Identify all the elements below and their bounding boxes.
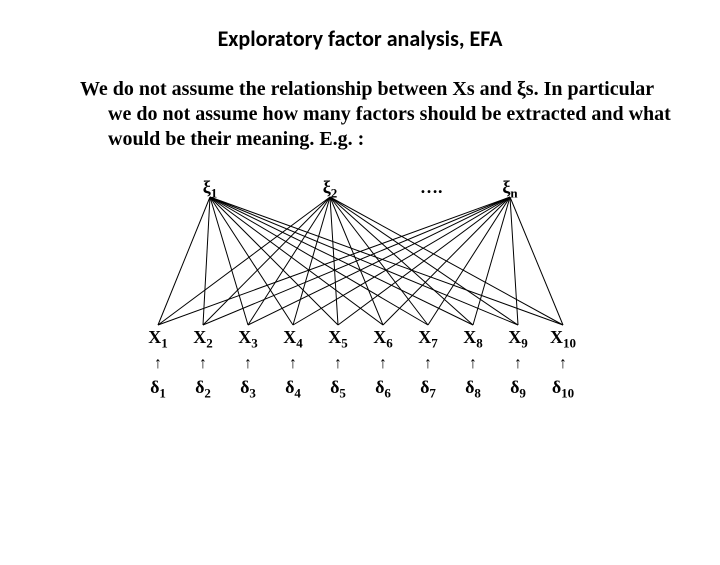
delta-arrow-7: ↑	[424, 355, 432, 373]
delta-arrow-9: ↑	[514, 355, 522, 373]
x-label-9: X9	[508, 327, 528, 352]
delta-arrow-8: ↑	[469, 355, 477, 373]
delta-arrow-3: ↑	[244, 355, 252, 373]
body-paragraph: We do not assume the relationship betwee…	[40, 77, 680, 152]
x-label-5: X5	[328, 327, 348, 352]
delta-label-1: δ1	[150, 377, 166, 402]
delta-arrow-4: ↑	[289, 355, 297, 373]
x-label-6: X6	[373, 327, 393, 352]
x-label-8: X8	[463, 327, 483, 352]
delta-label-9: δ9	[510, 377, 526, 402]
x-label-7: X7	[418, 327, 438, 352]
delta-arrow-5: ↑	[334, 355, 342, 373]
delta-arrow-10: ↑	[559, 355, 567, 373]
delta-label-8: δ8	[465, 377, 481, 402]
delta-label-3: δ3	[240, 377, 256, 402]
factor-label-2: ξ2	[323, 177, 338, 202]
efa-diagram: ξ1 ξ2 ξn …. X1 X2 X3 X4 X5 X6 X7 X8 X9 X10 ↑ ↑ ↑ ↑ ↑ ↑ ↑ ↑ ↑ ↑ δ…	[130, 177, 590, 417]
x-label-3: X3	[238, 327, 258, 352]
x-label-2: X2	[193, 327, 213, 352]
delta-arrow-6: ↑	[379, 355, 387, 373]
delta-arrow-2: ↑	[199, 355, 207, 373]
x-label-4: X4	[283, 327, 303, 352]
factor-label-3: ξn	[502, 177, 517, 202]
delta-label-7: δ7	[420, 377, 436, 402]
delta-label-10: δ10	[552, 377, 574, 402]
ellipsis: ….	[420, 177, 443, 198]
delta-arrow-1: ↑	[154, 355, 162, 373]
x-label-10: X10	[550, 327, 576, 352]
delta-label-6: δ6	[375, 377, 391, 402]
delta-label-5: δ5	[330, 377, 346, 402]
x-label-1: X1	[148, 327, 168, 352]
delta-label-4: δ4	[285, 377, 301, 402]
delta-label-2: δ2	[195, 377, 211, 402]
factor-label-1: ξ1	[203, 177, 218, 202]
page-title: Exploratory factor analysis, EFA	[0, 25, 720, 52]
